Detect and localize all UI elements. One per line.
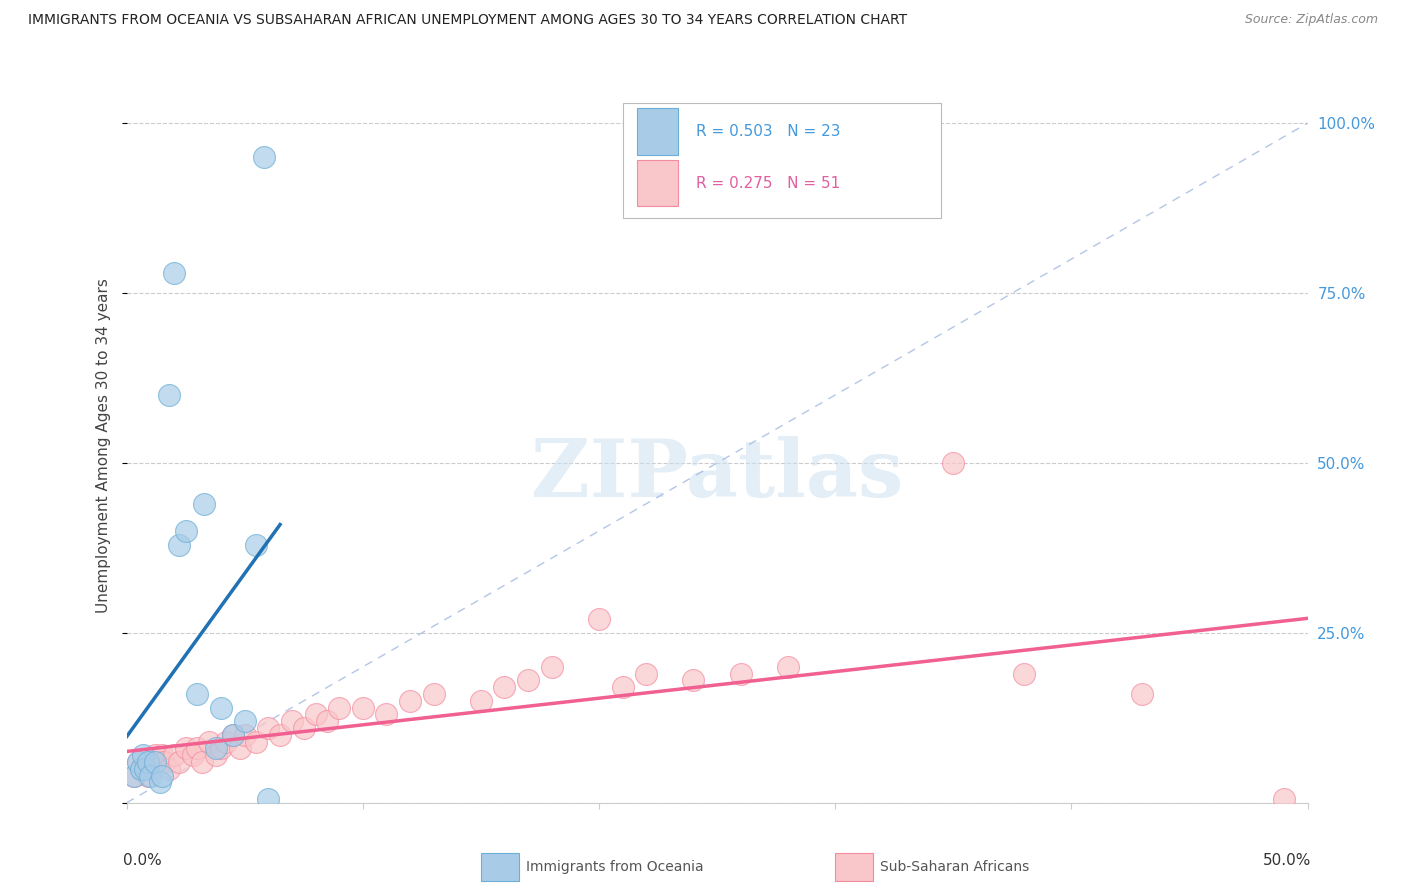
Point: [636, 666, 658, 681]
Point: [134, 762, 156, 776]
FancyBboxPatch shape: [623, 103, 942, 218]
Point: [186, 741, 208, 756]
Point: [163, 266, 186, 280]
Point: [136, 755, 159, 769]
FancyBboxPatch shape: [637, 160, 678, 206]
Point: [193, 497, 215, 511]
Point: [222, 728, 245, 742]
Point: [776, 660, 799, 674]
Point: [181, 748, 204, 763]
Text: ZIPatlas: ZIPatlas: [531, 435, 903, 514]
Point: [150, 748, 173, 763]
Point: [233, 728, 256, 742]
Point: [399, 694, 422, 708]
Point: [205, 741, 228, 756]
Point: [1130, 687, 1153, 701]
Point: [730, 666, 752, 681]
Point: [198, 734, 221, 748]
Point: [205, 748, 228, 763]
Point: [186, 687, 208, 701]
Text: Immigrants from Oceania: Immigrants from Oceania: [526, 860, 703, 874]
Point: [352, 700, 374, 714]
Point: [136, 769, 159, 783]
Point: [209, 741, 232, 756]
Point: [163, 748, 186, 763]
Point: [612, 680, 634, 694]
Point: [328, 700, 350, 714]
Point: [134, 762, 156, 776]
Point: [470, 694, 492, 708]
Point: [139, 769, 162, 783]
Text: 50.0%: 50.0%: [1263, 853, 1312, 868]
Point: [129, 762, 152, 776]
Point: [143, 755, 166, 769]
Text: R = 0.503   N = 23: R = 0.503 N = 23: [696, 124, 841, 139]
Point: [375, 707, 398, 722]
Point: [129, 762, 152, 776]
Point: [132, 748, 155, 763]
Point: [150, 769, 173, 783]
Point: [292, 721, 315, 735]
Point: [153, 755, 176, 769]
FancyBboxPatch shape: [481, 853, 519, 881]
Point: [157, 388, 180, 402]
Point: [517, 673, 540, 688]
Text: Sub-Saharan Africans: Sub-Saharan Africans: [880, 860, 1029, 874]
Point: [494, 680, 516, 694]
Point: [167, 755, 190, 769]
Point: [141, 762, 163, 776]
FancyBboxPatch shape: [835, 853, 873, 881]
Point: [682, 673, 704, 688]
Point: [127, 755, 149, 769]
Text: R = 0.275   N = 51: R = 0.275 N = 51: [696, 176, 839, 191]
Point: [233, 714, 256, 729]
Point: [139, 755, 162, 769]
Point: [588, 612, 610, 626]
Point: [257, 792, 280, 806]
Point: [167, 537, 190, 551]
Point: [229, 741, 252, 756]
Text: IMMIGRANTS FROM OCEANIA VS SUBSAHARAN AFRICAN UNEMPLOYMENT AMONG AGES 30 TO 34 Y: IMMIGRANTS FROM OCEANIA VS SUBSAHARAN AF…: [28, 13, 907, 28]
Point: [281, 714, 304, 729]
Point: [191, 755, 214, 769]
Point: [222, 728, 245, 742]
Point: [269, 728, 291, 742]
Point: [257, 721, 280, 735]
Point: [245, 734, 267, 748]
Point: [149, 755, 172, 769]
Point: [174, 741, 197, 756]
Point: [122, 769, 145, 783]
Point: [1272, 792, 1295, 806]
Point: [127, 755, 149, 769]
Point: [209, 700, 232, 714]
Point: [174, 524, 197, 538]
Point: [1012, 666, 1035, 681]
Y-axis label: Unemployment Among Ages 30 to 34 years: Unemployment Among Ages 30 to 34 years: [96, 278, 111, 614]
Text: 0.0%: 0.0%: [122, 853, 162, 868]
Point: [122, 769, 145, 783]
FancyBboxPatch shape: [637, 109, 678, 155]
Text: Source: ZipAtlas.com: Source: ZipAtlas.com: [1244, 13, 1378, 27]
Point: [245, 537, 267, 551]
Point: [149, 775, 172, 789]
Point: [942, 456, 965, 470]
Point: [215, 734, 238, 748]
Point: [157, 762, 180, 776]
Point: [143, 748, 166, 763]
Point: [422, 687, 444, 701]
Point: [316, 714, 339, 729]
Point: [540, 660, 562, 674]
Point: [304, 707, 326, 722]
Point: [252, 150, 274, 164]
